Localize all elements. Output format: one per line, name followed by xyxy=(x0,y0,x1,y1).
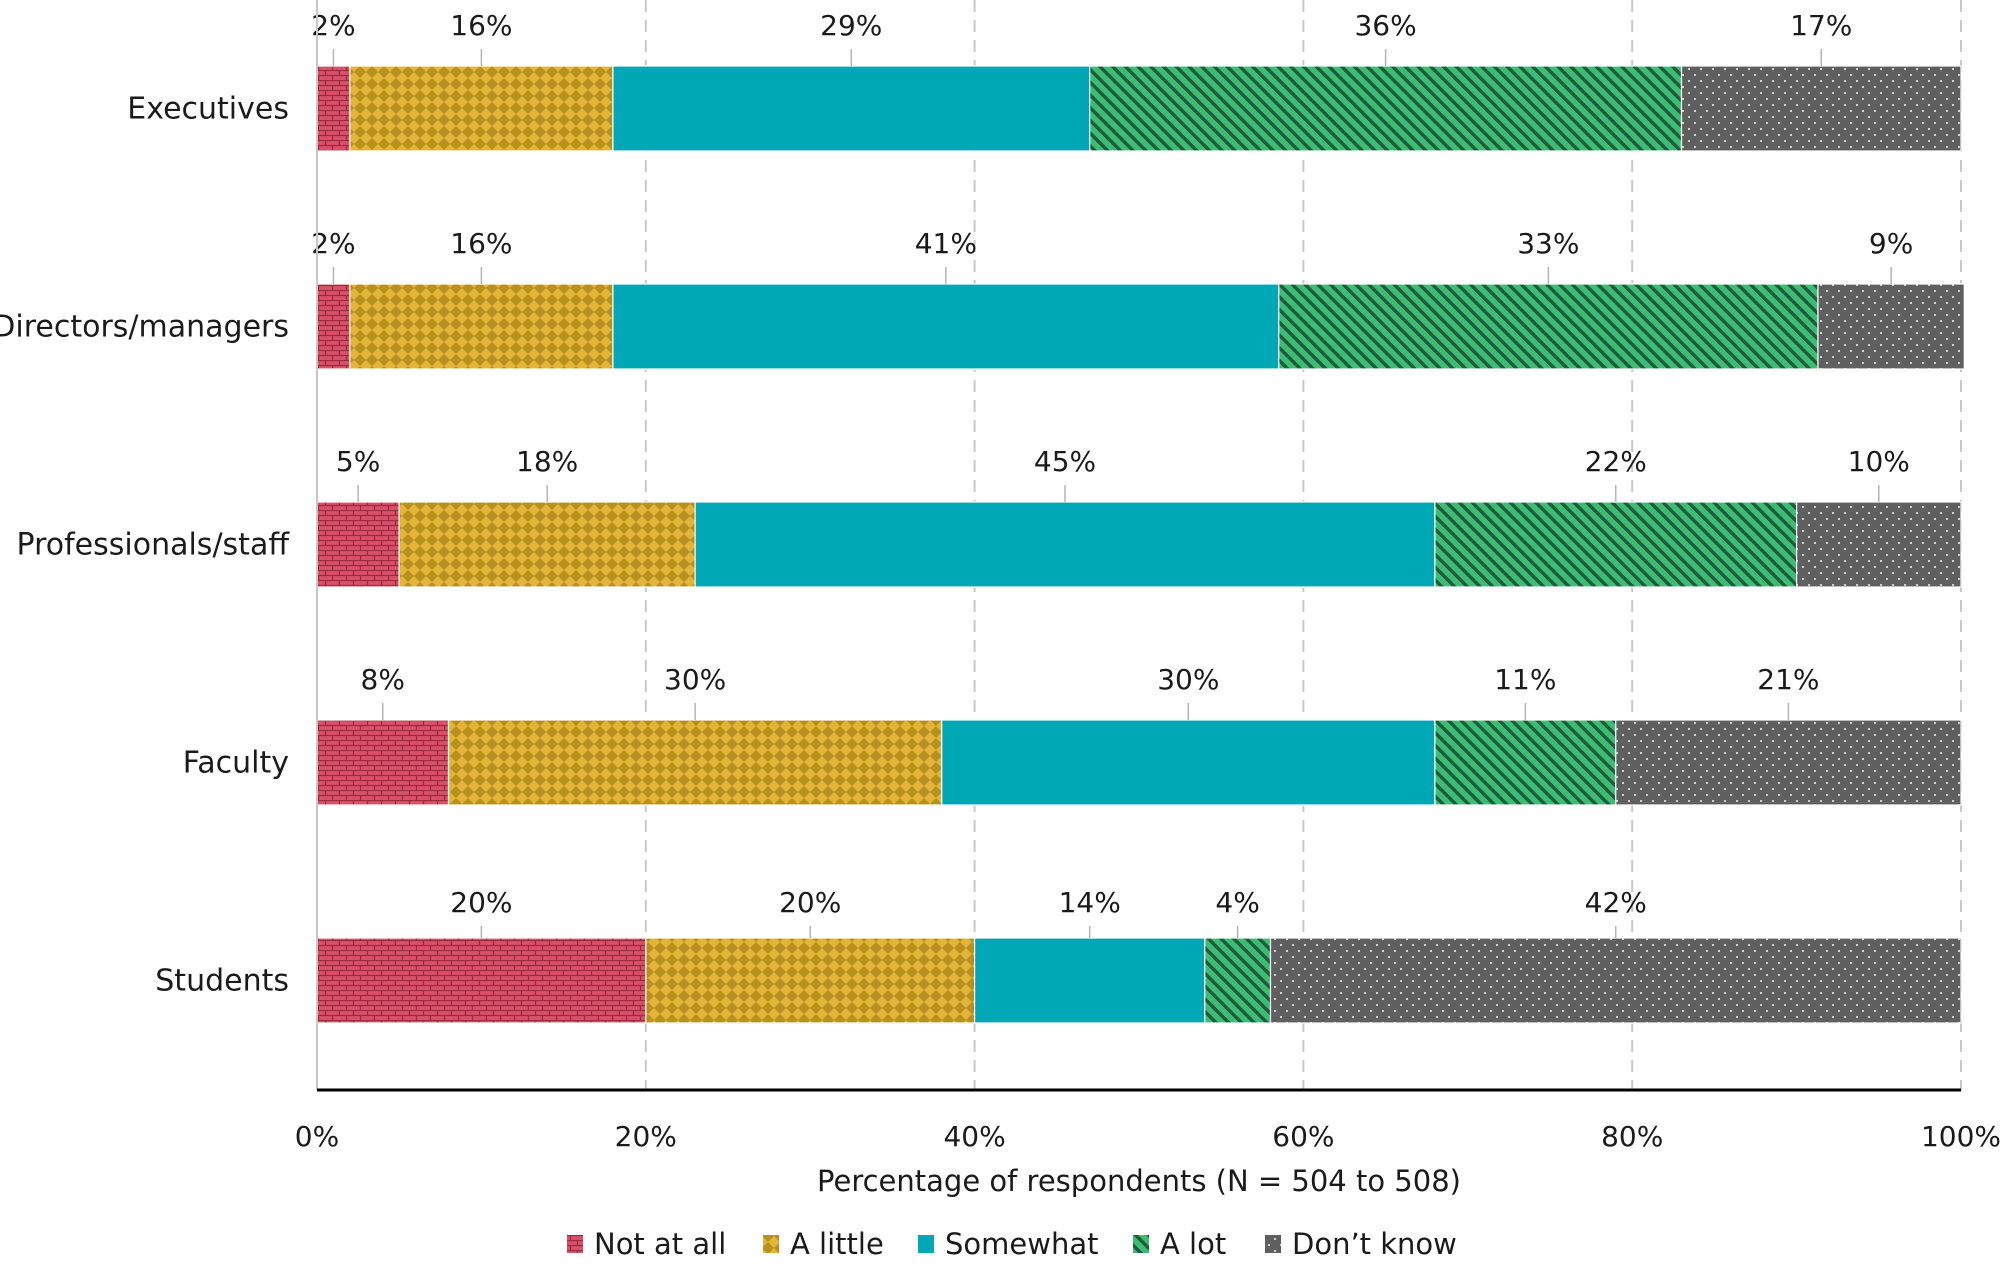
bar-segment-faculty-a-little xyxy=(447,719,943,806)
category-label-students: Students xyxy=(155,964,289,999)
legend-label-a-lot: A lot xyxy=(1160,1227,1226,1261)
bar-segment-directors-managers-don-t-know xyxy=(1817,283,1965,370)
legend-label-not-at-all: Not at all xyxy=(594,1227,726,1261)
legend-swatch-a-lot xyxy=(1133,1235,1149,1253)
bar-segment-students-not-at-all xyxy=(316,937,647,1024)
value-label-students-don-t-know: 42% xyxy=(1585,886,1647,919)
bar-segment-executives-not-at-all xyxy=(316,65,351,152)
bar-segment-professionals-staff-a-little xyxy=(398,501,696,588)
bar-segment-executives-a-lot xyxy=(1089,65,1683,152)
value-label-faculty-don-t-know: 21% xyxy=(1757,663,1819,696)
legend-item-somewhat: Somewhat xyxy=(918,1227,1098,1261)
legend-label-don-t-know: Don’t know xyxy=(1292,1227,1457,1261)
value-label-professionals-staff-somewhat: 45% xyxy=(1034,445,1096,478)
value-label-directors-managers-not-at-all: 2% xyxy=(311,227,355,260)
value-label-leaders xyxy=(332,49,1892,938)
legend-item-a-lot: A lot xyxy=(1133,1227,1226,1261)
bar-segment-directors-managers-not-at-all xyxy=(316,283,351,370)
value-label-faculty-a-little: 30% xyxy=(664,663,726,696)
value-label-faculty-somewhat: 30% xyxy=(1157,663,1219,696)
value-label-professionals-staff-don-t-know: 10% xyxy=(1848,445,1910,478)
legend-swatch-don-t-know xyxy=(1265,1235,1281,1253)
value-label-executives-don-t-know: 17% xyxy=(1790,9,1852,42)
value-label-executives-a-lot: 36% xyxy=(1354,9,1416,42)
value-label-students-somewhat: 14% xyxy=(1059,886,1121,919)
value-label-faculty-not-at-all: 8% xyxy=(361,663,405,696)
legend: Not at all A little Somewhat A lot Don’t kno… xyxy=(567,1227,1457,1261)
value-label-executives-not-at-all: 2% xyxy=(311,9,355,42)
category-label-executives: Executives xyxy=(127,92,289,127)
value-label-professionals-staff-not-at-all: 5% xyxy=(336,445,380,478)
bar-segment-students-a-little xyxy=(645,937,976,1024)
category-label-directors-managers: Directors/managers xyxy=(0,310,289,345)
value-label-directors-managers-a-lot: 33% xyxy=(1517,227,1579,260)
bar-segment-executives-a-little xyxy=(349,65,614,152)
x-tick-label-100: 100% xyxy=(1921,1120,2000,1153)
legend-label-somewhat: Somewhat xyxy=(945,1227,1098,1261)
x-tick-labels: 0% 20% 40% 60% 80% 100% xyxy=(295,1120,2000,1153)
legend-swatch-not-at-all xyxy=(567,1235,583,1253)
value-label-students-not-at-all: 20% xyxy=(450,886,512,919)
legend-label-a-little: A little xyxy=(790,1227,884,1261)
value-label-directors-managers-a-little: 16% xyxy=(450,227,512,260)
category-label-faculty: Faculty xyxy=(183,746,289,781)
x-tick-label-40: 40% xyxy=(943,1120,1005,1153)
value-label-professionals-staff-a-little: 18% xyxy=(516,445,578,478)
x-tick-label-20: 20% xyxy=(615,1120,677,1153)
category-label-professionals-staff: Professionals/staff xyxy=(17,528,291,563)
bar-segment-directors-managers-a-little xyxy=(349,283,614,370)
bar-segment-faculty-don-t-know xyxy=(1615,719,1962,806)
bar-segment-faculty-somewhat xyxy=(941,719,1436,806)
bar-segment-students-somewhat xyxy=(973,937,1206,1024)
x-tick-label-80: 80% xyxy=(1601,1120,1663,1153)
bar-segment-professionals-staff-not-at-all xyxy=(316,501,400,588)
value-label-students-a-lot: 4% xyxy=(1215,886,1259,919)
bar-segment-professionals-staff-a-lot xyxy=(1434,501,1798,588)
legend-swatch-a-little xyxy=(763,1235,779,1253)
value-label-directors-managers-somewhat: 41% xyxy=(915,227,977,260)
value-labels: 2% 16% 29% 36% 17% 2% 16% 41% 33% 9% 5% 18% 45% 22% 10… xyxy=(311,9,1913,919)
bar-segment-professionals-staff-somewhat xyxy=(694,501,1436,588)
bar-segment-executives-somewhat xyxy=(612,65,1091,152)
category-labels: Executives Directors/managers Professional… xyxy=(0,92,290,999)
bar-segment-professionals-staff-don-t-know xyxy=(1795,501,1962,588)
legend-item-not-at-all: Not at all xyxy=(567,1227,726,1261)
value-label-executives-a-little: 16% xyxy=(450,9,512,42)
bar-segment-students-a-lot xyxy=(1204,937,1272,1024)
value-label-executives-somewhat: 29% xyxy=(820,9,882,42)
bar-segment-faculty-a-lot xyxy=(1434,719,1617,806)
value-label-professionals-staff-a-lot: 22% xyxy=(1585,445,1647,478)
legend-item-don-t-know: Don’t know xyxy=(1265,1227,1457,1261)
legend-item-a-little: A little xyxy=(763,1227,884,1261)
bar-segments xyxy=(316,65,1965,1024)
value-label-directors-managers-don-t-know: 9% xyxy=(1869,227,1913,260)
bar-segment-students-don-t-know xyxy=(1269,937,1962,1024)
bar-segment-executives-don-t-know xyxy=(1680,65,1962,152)
legend-swatch-somewhat xyxy=(918,1235,934,1253)
x-tick-label-60: 60% xyxy=(1272,1120,1334,1153)
x-axis-title: Percentage of respondents (N = 504 to 50… xyxy=(817,1164,1461,1198)
x-tick-label-0: 0% xyxy=(295,1120,339,1153)
bar-segment-faculty-not-at-all xyxy=(316,719,450,806)
bar-segment-directors-managers-a-lot xyxy=(1278,283,1819,370)
bar-segment-directors-managers-somewhat xyxy=(612,283,1280,370)
value-label-students-a-little: 20% xyxy=(779,886,841,919)
value-label-faculty-a-lot: 11% xyxy=(1494,663,1556,696)
